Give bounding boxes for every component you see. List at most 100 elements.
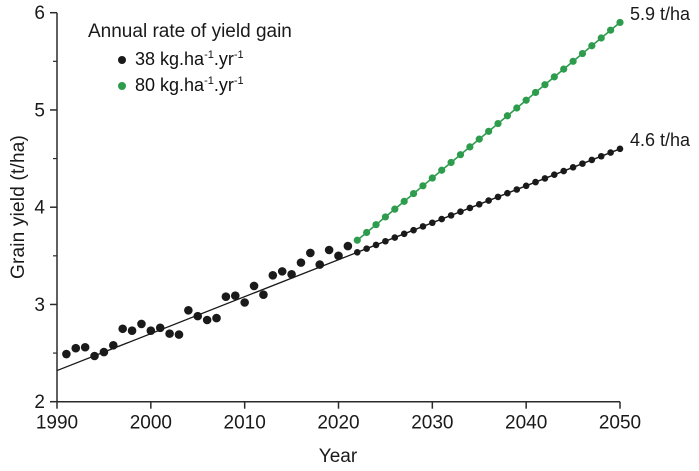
data-point bbox=[165, 329, 174, 338]
legend: Annual rate of yield gain 38 kg.ha-1.yr-… bbox=[88, 21, 292, 101]
y-axis-ticks: 2 3 4 5 6 bbox=[34, 3, 57, 413]
data-point bbox=[579, 160, 586, 167]
data-point bbox=[522, 96, 530, 104]
data-point bbox=[513, 104, 521, 112]
data-point bbox=[277, 267, 287, 276]
data-point bbox=[456, 151, 465, 159]
data-point bbox=[531, 88, 540, 97]
data-point bbox=[532, 178, 539, 186]
data-point bbox=[607, 26, 615, 34]
data-point bbox=[560, 167, 567, 175]
y-tick-label: 5 bbox=[34, 100, 45, 121]
data-point bbox=[588, 42, 596, 50]
data-point bbox=[475, 200, 483, 208]
projection-80-kg-ha-yr-points bbox=[353, 18, 624, 244]
data-point bbox=[146, 326, 156, 336]
data-point bbox=[71, 343, 81, 353]
data-point bbox=[616, 145, 624, 153]
data-point bbox=[353, 249, 361, 256]
data-point bbox=[372, 241, 380, 249]
data-point bbox=[504, 189, 511, 197]
data-point bbox=[475, 135, 483, 143]
data-point bbox=[588, 156, 596, 164]
projection-38-kg-ha-yr-points bbox=[353, 145, 624, 256]
x-tick-label: 2030 bbox=[411, 413, 453, 434]
data-point bbox=[494, 193, 502, 201]
data-point bbox=[240, 298, 249, 307]
data-point bbox=[343, 241, 353, 251]
legend-item-rate-80: 80 kg.ha-1.yr-1 bbox=[118, 75, 292, 96]
data-point bbox=[419, 182, 427, 190]
data-point bbox=[306, 248, 315, 258]
annotation-green-endpoint: 5.9 t/ha bbox=[630, 4, 691, 24]
data-point bbox=[221, 292, 231, 301]
data-point bbox=[616, 18, 624, 27]
data-point bbox=[597, 152, 605, 160]
x-tick-label: 2050 bbox=[599, 413, 641, 434]
y-tick-label: 6 bbox=[34, 3, 45, 24]
data-point bbox=[409, 189, 418, 198]
data-point bbox=[438, 166, 446, 174]
x-axis-title: Year bbox=[318, 446, 358, 467]
x-tick-label: 1990 bbox=[36, 413, 78, 434]
data-point bbox=[551, 171, 558, 179]
data-point bbox=[494, 119, 502, 128]
data-point bbox=[513, 186, 521, 193]
data-point bbox=[578, 49, 587, 58]
data-point bbox=[363, 245, 370, 252]
data-point bbox=[541, 175, 549, 182]
x-axis-ticks: 1990 2000 2010 2020 2030 2040 2050 bbox=[36, 401, 641, 434]
green-dot-icon bbox=[118, 81, 126, 90]
legend-item-rate-38: 38 kg.ha-1.yr-1 bbox=[118, 49, 292, 70]
data-point bbox=[127, 326, 137, 336]
data-point bbox=[438, 215, 446, 223]
data-point bbox=[193, 311, 203, 321]
x-tick-label: 2000 bbox=[130, 413, 172, 434]
data-point bbox=[457, 208, 464, 215]
data-point bbox=[62, 349, 71, 359]
data-point bbox=[259, 290, 268, 300]
data-point bbox=[550, 73, 558, 81]
data-point bbox=[174, 330, 184, 339]
legend-label-rate-80: 80 kg.ha-1.yr-1 bbox=[135, 75, 244, 95]
data-point bbox=[400, 197, 408, 205]
data-point bbox=[429, 219, 436, 227]
legend-title: Annual rate of yield gain bbox=[88, 21, 292, 42]
data-point bbox=[202, 315, 212, 325]
data-point bbox=[522, 182, 530, 190]
data-point bbox=[485, 127, 493, 135]
y-axis-title: Grain yield (t/ha) bbox=[8, 134, 29, 280]
data-point bbox=[607, 149, 614, 156]
data-point bbox=[287, 270, 296, 279]
black-dot-icon bbox=[118, 55, 126, 64]
x-tick-label: 2040 bbox=[505, 413, 547, 434]
data-point bbox=[90, 351, 99, 361]
data-point bbox=[296, 258, 306, 267]
data-point bbox=[560, 65, 568, 73]
data-point bbox=[99, 347, 109, 357]
data-point bbox=[391, 205, 399, 213]
data-point bbox=[155, 323, 165, 333]
observed-yield-points bbox=[62, 241, 353, 361]
data-point bbox=[466, 204, 474, 212]
data-point bbox=[382, 237, 389, 245]
y-tick-label: 4 bbox=[34, 198, 45, 219]
y-tick-label: 3 bbox=[34, 295, 45, 316]
data-point bbox=[372, 221, 380, 229]
data-point bbox=[363, 228, 371, 237]
data-point bbox=[428, 174, 436, 182]
data-point bbox=[541, 81, 549, 89]
data-point bbox=[381, 213, 390, 221]
y-tick-label: 2 bbox=[34, 392, 45, 413]
data-point bbox=[230, 291, 240, 300]
x-tick-label: 2010 bbox=[224, 413, 266, 434]
data-point bbox=[569, 57, 577, 65]
x-tick-label: 2020 bbox=[317, 413, 359, 434]
data-point bbox=[212, 313, 221, 323]
annotation-black-endpoint: 4.6 t/ha bbox=[630, 130, 691, 150]
data-point bbox=[447, 158, 455, 167]
data-point bbox=[334, 251, 343, 261]
data-point bbox=[447, 212, 455, 219]
